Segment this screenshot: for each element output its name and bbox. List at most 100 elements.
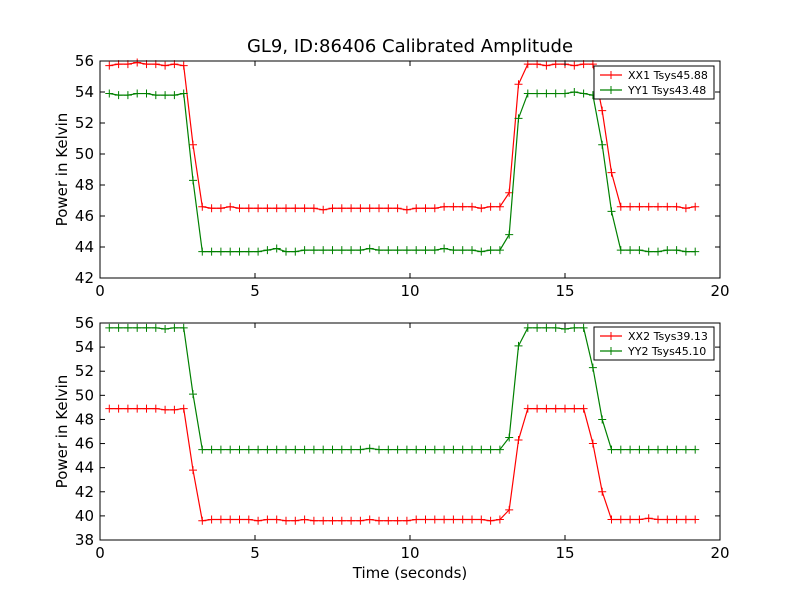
data-point-marker [579, 404, 588, 413]
y-tick-label: 42 [75, 483, 94, 501]
data-point-marker [635, 445, 644, 454]
data-point-marker [561, 89, 569, 98]
data-point-marker [114, 323, 123, 332]
data-point-marker [626, 445, 635, 454]
data-point-marker [626, 246, 635, 255]
y-tick-label: 48 [75, 410, 94, 428]
data-point-marker [672, 515, 681, 524]
data-point-marker [170, 405, 179, 414]
data-point-marker [421, 204, 430, 213]
data-point-marker [579, 323, 588, 332]
data-point-marker [681, 515, 690, 524]
data-point-marker [347, 204, 356, 213]
data-point-marker [384, 445, 393, 454]
data-point-marker [226, 515, 235, 524]
data-point-marker [551, 323, 560, 332]
data-point-marker [598, 487, 607, 496]
data-point-marker [123, 323, 132, 332]
data-point-marker [123, 404, 132, 413]
data-point-marker [533, 404, 542, 413]
data-point-marker [170, 323, 179, 332]
data-point-marker [179, 323, 188, 332]
data-point-marker [393, 204, 402, 213]
y-tick-label: 38 [75, 531, 94, 549]
data-point-marker [495, 202, 504, 211]
data-point-marker [356, 246, 365, 255]
figure-title: GL9, ID:86406 Calibrated Amplitude [247, 36, 573, 57]
data-point-marker [375, 516, 383, 525]
data-point-marker [691, 515, 700, 524]
data-point-marker [207, 515, 216, 524]
data-point-marker [681, 445, 690, 454]
data-point-marker [384, 246, 393, 255]
data-point-marker [663, 202, 672, 211]
data-point-marker [505, 230, 514, 239]
data-point-marker [691, 202, 700, 211]
data-point-marker [542, 323, 551, 332]
data-point-marker [105, 323, 114, 332]
x-tick-label: 10 [400, 544, 419, 562]
x-tick-label: 5 [250, 282, 260, 300]
data-point-marker [644, 247, 653, 256]
y-tick-label: 46 [75, 207, 94, 225]
data-point-marker [328, 204, 337, 213]
data-point-marker [468, 515, 476, 524]
series-line-2 [109, 91, 696, 253]
data-point-marker [570, 404, 579, 413]
data-point-marker [347, 246, 356, 255]
data-point-marker [365, 244, 374, 253]
data-point-marker [189, 176, 197, 185]
data-point-marker [654, 247, 662, 256]
data-point-marker [282, 247, 290, 256]
series-line-1 [109, 407, 696, 522]
data-point-marker [458, 202, 467, 211]
data-point-marker [235, 445, 244, 454]
data-point-marker [328, 516, 337, 525]
data-point-marker [216, 445, 225, 454]
data-point-marker [495, 445, 504, 454]
data-point-marker [272, 445, 281, 454]
data-point-marker [495, 246, 504, 255]
data-point-marker [272, 515, 281, 524]
data-point-marker [412, 515, 421, 524]
y-axis-label: Power in Kelvin [53, 375, 71, 489]
data-point-marker [523, 323, 532, 332]
data-point-marker [430, 515, 439, 524]
data-point-marker [384, 516, 393, 525]
data-point-marker [402, 205, 411, 214]
data-point-marker [207, 247, 216, 256]
data-point-marker [672, 202, 681, 211]
data-point-marker [598, 106, 607, 115]
data-point-marker [216, 247, 225, 256]
data-point-marker [468, 445, 476, 454]
y-tick-label: 48 [75, 176, 94, 194]
data-point-marker [421, 515, 430, 524]
x-tick-label: 0 [95, 544, 105, 562]
data-point-marker [151, 404, 160, 413]
x-tick-label: 10 [400, 282, 419, 300]
data-point-marker [486, 246, 495, 255]
data-point-marker [468, 246, 476, 255]
data-point-marker [365, 444, 374, 453]
data-point-marker [235, 515, 244, 524]
data-point-marker [458, 246, 467, 255]
data-point-marker [570, 88, 579, 96]
data-point-marker [244, 247, 253, 256]
data-point-marker [347, 516, 356, 525]
data-point-marker [644, 445, 653, 454]
data-point-marker [393, 445, 402, 454]
legend-box [593, 65, 715, 100]
data-point-marker [607, 445, 616, 454]
data-point-marker [458, 515, 467, 524]
data-point-marker [282, 204, 290, 213]
data-point-marker [691, 445, 700, 454]
data-point-marker [161, 61, 170, 70]
data-point-marker [337, 246, 346, 255]
data-point-marker [440, 515, 449, 524]
data-point-marker [365, 515, 374, 524]
data-point-marker [440, 244, 449, 253]
data-point-marker [626, 202, 635, 211]
data-point-marker [226, 247, 235, 256]
data-point-marker [421, 246, 430, 255]
